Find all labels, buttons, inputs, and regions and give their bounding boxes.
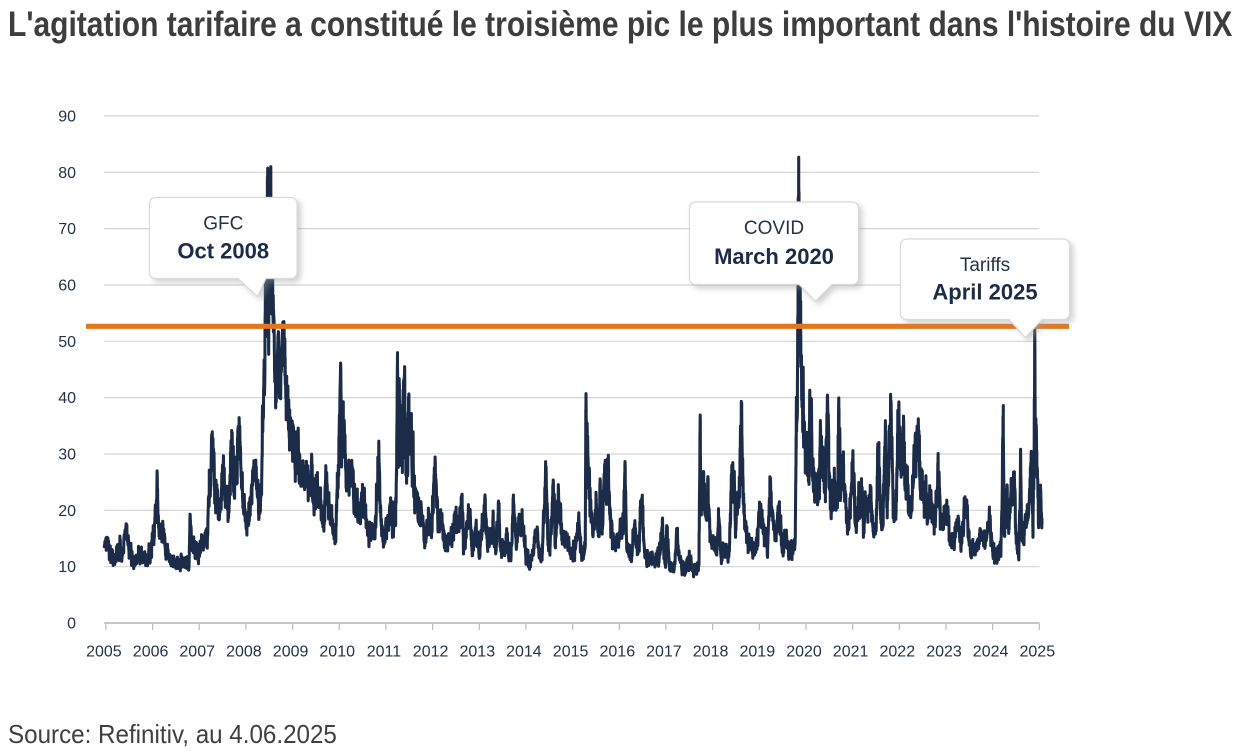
svg-text:70: 70	[58, 221, 76, 238]
svg-text:20: 20	[58, 503, 76, 520]
svg-text:GFC: GFC	[203, 214, 243, 235]
svg-text:2005: 2005	[86, 644, 122, 661]
svg-text:40: 40	[58, 390, 76, 407]
svg-text:2006: 2006	[133, 644, 169, 661]
svg-text:March 2020: March 2020	[714, 244, 834, 269]
svg-text:0: 0	[67, 616, 76, 633]
svg-text:2015: 2015	[553, 644, 589, 661]
svg-text:Tariffs: Tariffs	[960, 255, 1010, 276]
svg-text:2013: 2013	[460, 644, 496, 661]
svg-text:2020: 2020	[786, 644, 822, 661]
svg-text:2009: 2009	[273, 644, 309, 661]
svg-text:2023: 2023	[926, 644, 962, 661]
svg-text:2025: 2025	[1020, 644, 1056, 661]
svg-text:COVID: COVID	[744, 218, 804, 239]
svg-text:2024: 2024	[973, 644, 1009, 661]
svg-text:2011: 2011	[367, 644, 402, 661]
svg-text:2010: 2010	[319, 644, 355, 661]
svg-text:2022: 2022	[880, 644, 916, 661]
svg-text:April 2025: April 2025	[932, 280, 1037, 305]
svg-text:30: 30	[58, 447, 76, 464]
svg-text:Oct 2008: Oct 2008	[177, 239, 269, 264]
svg-text:2018: 2018	[693, 644, 729, 661]
svg-text:2014: 2014	[506, 644, 542, 661]
svg-text:60: 60	[58, 278, 76, 295]
svg-text:10: 10	[58, 559, 76, 576]
svg-text:2017: 2017	[646, 644, 682, 661]
svg-text:50: 50	[58, 334, 76, 351]
svg-text:90: 90	[58, 108, 76, 125]
svg-text:2008: 2008	[226, 644, 262, 661]
svg-text:2007: 2007	[179, 644, 215, 661]
svg-text:2012: 2012	[413, 644, 449, 661]
svg-text:2019: 2019	[740, 644, 776, 661]
svg-text:2016: 2016	[600, 644, 636, 661]
svg-text:80: 80	[58, 165, 76, 182]
svg-text:2021: 2021	[833, 644, 869, 661]
